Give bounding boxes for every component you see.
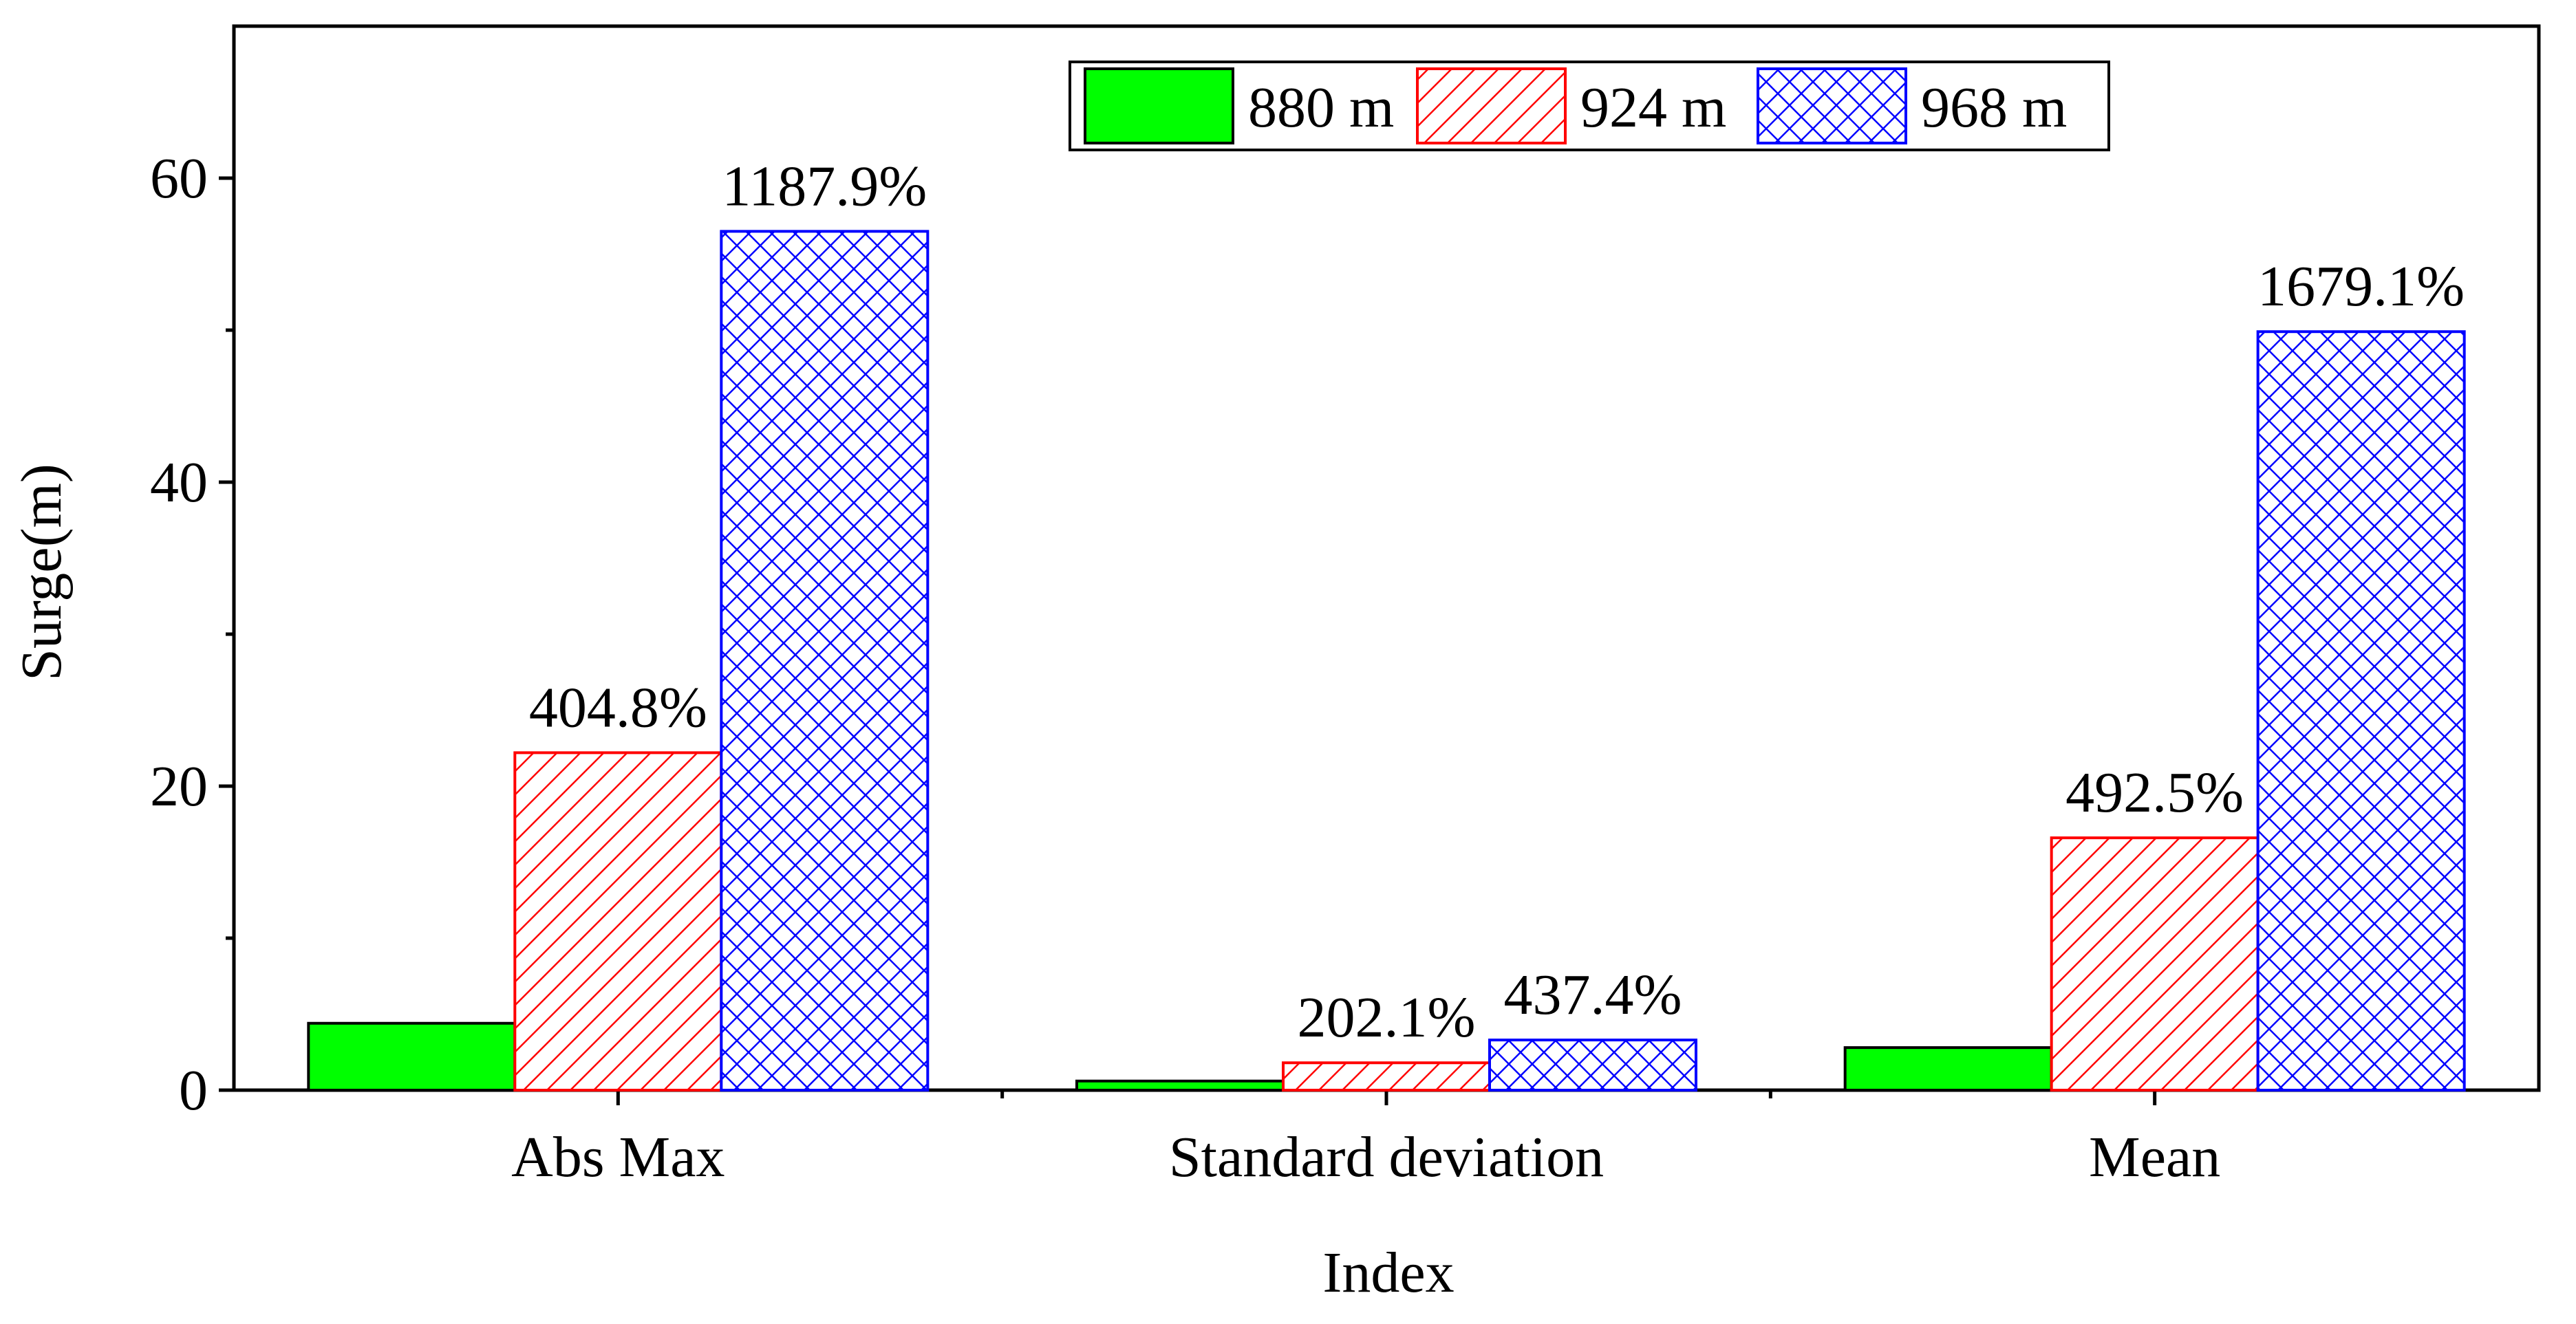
data-label: 492.5% xyxy=(2065,761,2244,825)
legend-label-880m: 880 m xyxy=(1248,76,1394,140)
x-tick-label: Mean xyxy=(2089,1125,2220,1189)
y-tick-label: 20 xyxy=(150,755,208,818)
legend-label-924m: 924 m xyxy=(1580,76,1726,140)
data-label: 1187.9% xyxy=(722,154,927,218)
bar-924m-2 xyxy=(2050,836,2260,1092)
bar-968m-0 xyxy=(720,230,930,1092)
y-tick-label: 40 xyxy=(150,451,208,514)
x-axis-label: Index xyxy=(1322,1241,1454,1305)
bar-924m-0 xyxy=(513,751,723,1092)
y-axis-label: Surge(m) xyxy=(10,464,74,681)
y-tick-label: 0 xyxy=(179,1059,208,1122)
legend-label-968m: 968 m xyxy=(1921,76,2067,140)
bar-880m-1 xyxy=(1075,1079,1285,1092)
legend-swatch-968m xyxy=(1757,67,1907,144)
legend xyxy=(1069,61,2110,151)
bar-880m-0 xyxy=(307,1021,517,1092)
bar-968m-1 xyxy=(1488,1039,1697,1092)
bar-968m-2 xyxy=(2256,330,2466,1092)
data-label: 404.8% xyxy=(529,675,707,739)
x-tick-label: Standard deviation xyxy=(1169,1125,1604,1189)
bar-880m-2 xyxy=(1843,1046,2053,1092)
legend-swatch-880m xyxy=(1084,67,1234,144)
data-label: 437.4% xyxy=(1504,963,1682,1027)
data-label: 202.1% xyxy=(1298,986,1476,1050)
data-label: 1679.1% xyxy=(2257,254,2465,318)
bar-924m-1 xyxy=(1282,1061,1491,1092)
legend-swatch-924m xyxy=(1416,67,1567,144)
x-tick-label: Abs Max xyxy=(511,1125,724,1189)
y-tick-label: 60 xyxy=(150,146,208,210)
